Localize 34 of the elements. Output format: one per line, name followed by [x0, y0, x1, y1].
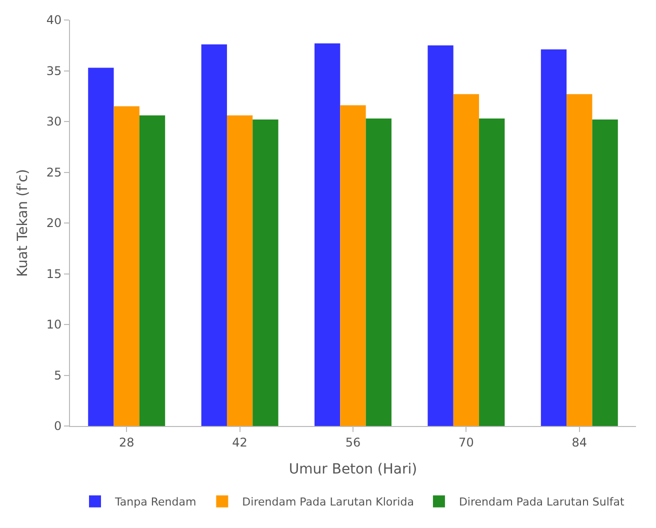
- bar: [201, 44, 227, 426]
- y-tick-label: 10: [46, 318, 62, 332]
- y-tick-label: 0: [54, 419, 62, 434]
- x-tick-label: 28: [118, 435, 134, 450]
- bar: [428, 45, 454, 426]
- bar: [366, 118, 392, 426]
- x-tick-label: 84: [572, 435, 588, 450]
- y-tick-label: 15: [46, 266, 62, 281]
- bar: [453, 94, 480, 426]
- bar: [479, 118, 505, 426]
- bar: [226, 115, 253, 426]
- y-axis-title: Kuat Tekan (f'c): [14, 169, 31, 277]
- bar: [139, 115, 166, 426]
- y-tick-label: 20: [46, 216, 62, 230]
- x-axis-title: Umur Beton (Hari): [288, 462, 418, 478]
- y-tick-label: 5: [54, 368, 62, 382]
- bar: [88, 68, 114, 426]
- y-tick-label: 30: [46, 114, 62, 129]
- bar: [252, 119, 278, 426]
- legend-label: Direndam Pada Larutan Klorida: [242, 496, 414, 509]
- bar: [114, 106, 140, 426]
- bar: [340, 105, 366, 426]
- bar: [540, 49, 567, 426]
- bar: [566, 94, 592, 426]
- x-tick-label: 70: [458, 435, 474, 450]
- legend-label: Direndam Pada Larutan Sulfat: [458, 496, 626, 509]
- x-tick-label: 56: [345, 435, 361, 450]
- y-tick-label: 40: [46, 13, 62, 28]
- y-tick-label: 35: [46, 64, 62, 78]
- bar: [314, 43, 340, 426]
- x-tick-label: 42: [232, 435, 248, 450]
- bar: [592, 119, 618, 426]
- y-tick-label: 25: [46, 165, 62, 180]
- legend-label: Tanpa Rendam: [114, 496, 196, 509]
